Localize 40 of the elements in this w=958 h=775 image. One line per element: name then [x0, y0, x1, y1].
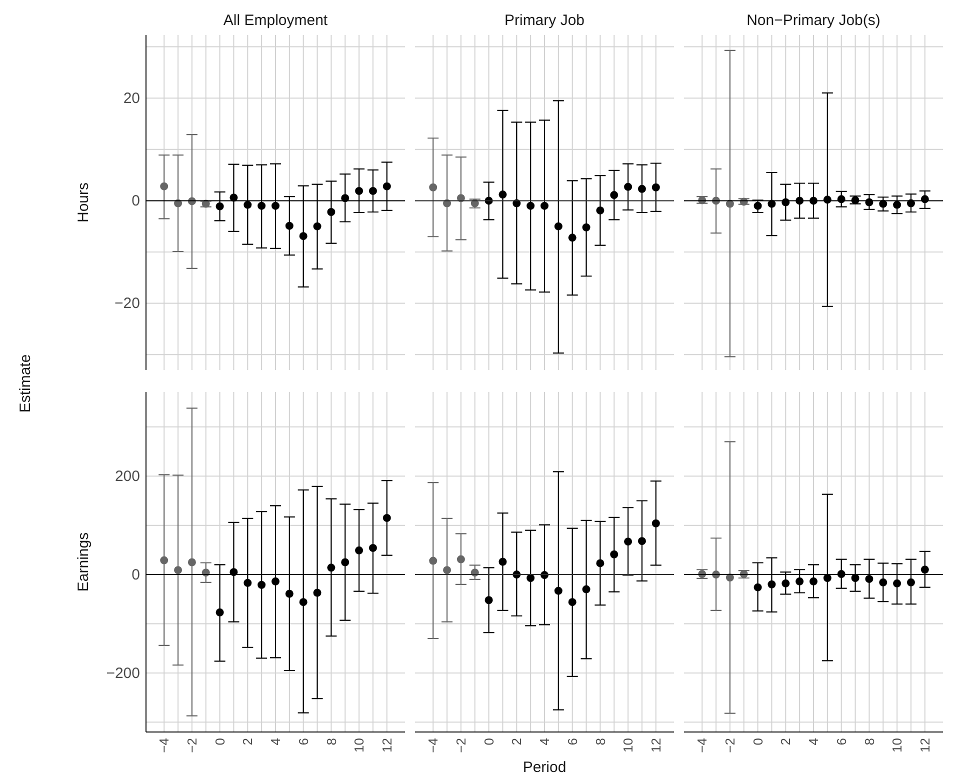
x-tick-label: 12: [648, 738, 664, 752]
y-tick-label: −20: [114, 295, 140, 312]
chart-title: All Employment: [223, 12, 328, 29]
x-tick-label: 4: [537, 738, 552, 746]
y-axis-title: Earnings: [75, 532, 92, 592]
x-tick-label: 0: [481, 738, 496, 746]
x-tick-label: 2: [509, 738, 524, 746]
x-tick-label: 6: [296, 738, 311, 746]
x-tick-label: 4: [268, 738, 284, 746]
y-tick-label: 20: [123, 90, 140, 107]
x-tick-label: −4: [426, 738, 441, 753]
chart-title: Non−Primary Job(s): [746, 12, 880, 29]
x-tick-label: 10: [620, 738, 636, 752]
x-tick-label: 6: [564, 738, 580, 746]
x-tick-label: −4: [156, 738, 172, 753]
text: Estimate: [17, 354, 34, 413]
x-axis-title: Period: [522, 759, 566, 775]
y-axis-title: Hours: [75, 182, 92, 223]
x-tick-label: 6: [834, 738, 849, 746]
chart-title: Primary Job: [504, 12, 585, 29]
y-tick-label: 0: [132, 192, 140, 210]
y-tick-label: 0: [132, 566, 140, 584]
y-tick-label: 200: [114, 468, 140, 485]
x-tick-label: 4: [806, 738, 822, 746]
x-tick-label: 12: [917, 738, 932, 752]
x-tick-label: 8: [324, 738, 339, 746]
x-tick-label: −2: [184, 738, 200, 753]
x-tick-label: 12: [379, 738, 394, 752]
x-tick-label: −2: [722, 738, 738, 753]
x-tick-label: 2: [778, 738, 794, 746]
x-tick-label: 10: [352, 738, 367, 752]
x-tick-label: 0: [212, 738, 228, 746]
x-tick-label: 10: [890, 738, 905, 752]
x-tick-label: −4: [694, 738, 710, 753]
x-tick-label: −2: [454, 738, 468, 753]
x-tick-label: 8: [592, 738, 608, 746]
x-tick-label: 0: [750, 738, 766, 746]
x-tick-label: 2: [240, 738, 256, 746]
x-tick-label: 8: [862, 738, 877, 746]
y-tick-label: −200: [106, 664, 140, 682]
